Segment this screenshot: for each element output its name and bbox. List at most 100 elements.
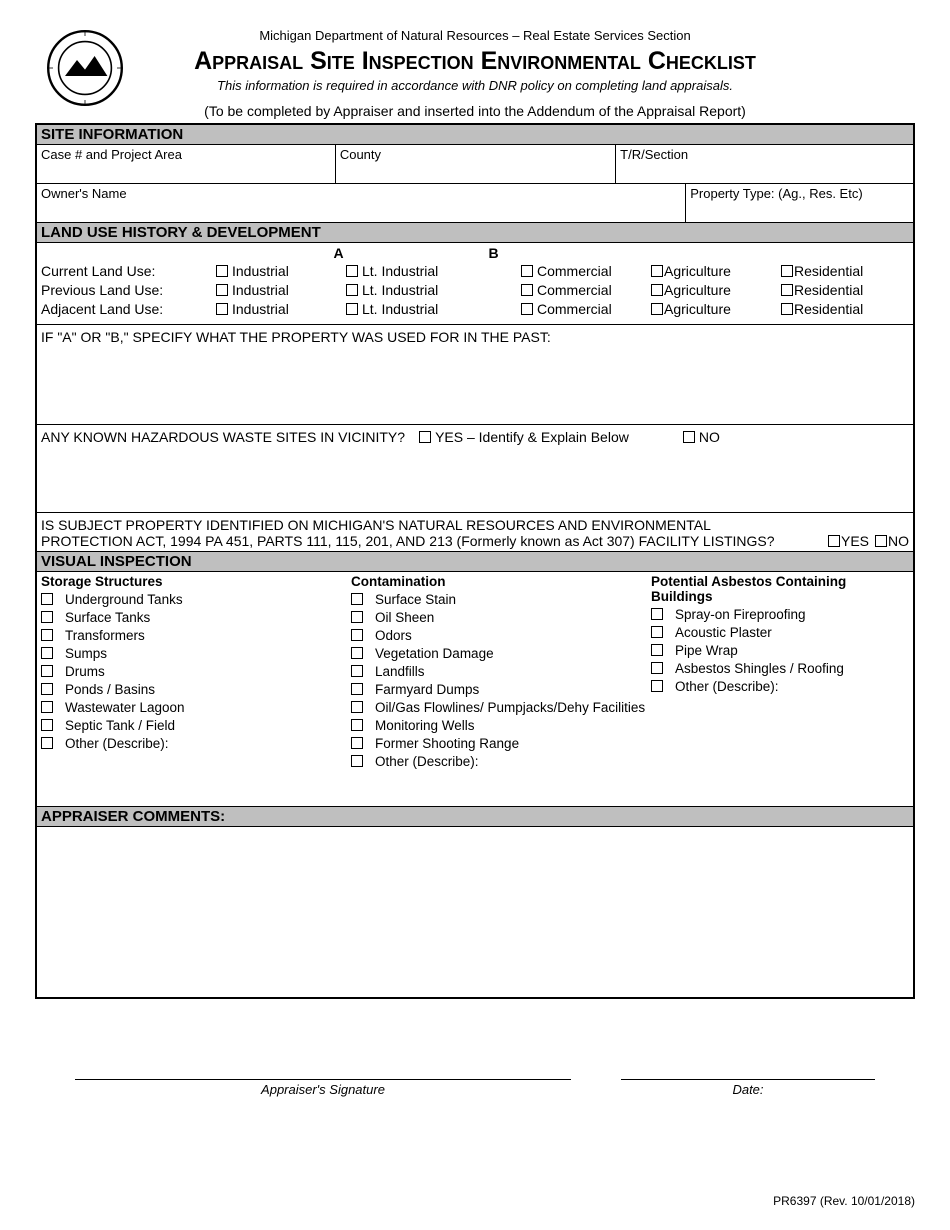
contamination-checkbox[interactable] [351,701,363,713]
industrial-label: Industrial [232,263,289,279]
commercial-checkbox[interactable] [521,284,533,296]
storage-structures-heading: Storage Structures [41,574,351,589]
land-use-row-label: Previous Land Use: [41,282,216,298]
storage-checkbox[interactable] [41,719,53,731]
land-use-row-label: Adjacent Land Use: [41,301,216,317]
contamination-label: Odors [375,628,412,643]
contamination-checkbox[interactable] [351,719,363,731]
asbestos-label: Asbestos Shingles / Roofing [675,661,844,676]
subtitle: This information is required in accordan… [35,78,915,93]
contamination-checkbox[interactable] [351,629,363,641]
owner-name-field[interactable]: Owner's Name [37,184,685,222]
storage-label: Underground Tanks [65,592,183,607]
storage-checkbox[interactable] [41,665,53,677]
lt-industrial-checkbox[interactable] [346,284,358,296]
storage-label: Drums [65,664,105,679]
agriculture-checkbox[interactable] [651,303,663,315]
lt-industrial-label: Lt. Industrial [362,282,438,298]
visual-inspection-heading: VISUAL INSPECTION [37,552,913,572]
lt-industrial-checkbox[interactable] [346,265,358,277]
asbestos-checkbox[interactable] [651,680,663,692]
asbestos-label: Pipe Wrap [675,643,738,658]
asbestos-label: Spray-on Fireproofing [675,607,806,622]
storage-checkbox[interactable] [41,593,53,605]
commercial-label: Commercial [537,263,612,279]
storage-item: Septic Tank / Field [41,716,351,734]
storage-label: Other (Describe): [65,736,169,751]
commercial-label: Commercial [537,301,612,317]
case-project-field[interactable]: Case # and Project Area [37,145,335,183]
contamination-checkbox[interactable] [351,647,363,659]
listings-no-checkbox[interactable] [875,535,887,547]
storage-checkbox[interactable] [41,701,53,713]
storage-item: Sumps [41,644,351,662]
residential-label: Residential [794,263,863,279]
residential-checkbox[interactable] [781,265,793,277]
land-use-heading: LAND USE HISTORY & DEVELOPMENT [37,223,913,243]
agriculture-label: Agriculture [664,301,731,317]
appraiser-signature-line[interactable]: Appraiser's Signature [75,1079,571,1097]
property-type-field[interactable]: Property Type: (Ag., Res. Etc) [685,184,913,222]
storage-item: Surface Tanks [41,608,351,626]
contamination-checkbox[interactable] [351,683,363,695]
storage-checkbox[interactable] [41,611,53,623]
contamination-checkbox[interactable] [351,665,363,677]
trsection-field[interactable]: T/R/Section [615,145,913,183]
listings-yes-checkbox[interactable] [828,535,840,547]
svg-text:DNR: DNR [76,79,94,88]
contamination-label: Former Shooting Range [375,736,519,751]
appraiser-comments-heading: APPRAISER COMMENTS: [37,807,913,827]
land-use-row: Previous Land Use: Industrial Lt. Industri… [41,280,909,299]
hazard-no-checkbox[interactable] [683,431,695,443]
contamination-checkbox[interactable] [351,737,363,749]
contamination-item: Oil/Gas Flowlines/ Pumpjacks/Dehy Facili… [351,698,651,716]
agriculture-checkbox[interactable] [651,284,663,296]
visual-inspection-block: Storage Structures Underground TanksSurf… [37,572,913,807]
asbestos-checkbox[interactable] [651,608,663,620]
land-use-row-label: Current Land Use: [41,263,216,279]
contamination-checkbox[interactable] [351,611,363,623]
county-field[interactable]: County [335,145,615,183]
hazard-yes-checkbox[interactable] [419,431,431,443]
commercial-checkbox[interactable] [521,303,533,315]
department-line: Michigan Department of Natural Resources… [35,28,915,43]
industrial-checkbox[interactable] [216,265,228,277]
hazardous-waste-field[interactable]: ANY KNOWN HAZARDOUS WASTE SITES IN VICIN… [37,425,913,513]
storage-checkbox[interactable] [41,683,53,695]
contamination-label: Farmyard Dumps [375,682,479,697]
lt-industrial-checkbox[interactable] [346,303,358,315]
column-a-label: A [261,245,416,261]
column-b-label: B [416,245,571,261]
storage-item: Drums [41,662,351,680]
residential-checkbox[interactable] [781,284,793,296]
residential-checkbox[interactable] [781,303,793,315]
specify-past-use-field[interactable]: IF "A" OR "B," SPECIFY WHAT THE PROPERTY… [37,325,913,425]
storage-checkbox[interactable] [41,647,53,659]
industrial-checkbox[interactable] [216,284,228,296]
residential-label: Residential [794,282,863,298]
listings-line2: PROTECTION ACT, 1994 PA 451, PARTS 111, … [41,533,909,549]
agriculture-checkbox[interactable] [651,265,663,277]
specify-prompt: IF "A" OR "B," SPECIFY WHAT THE PROPERTY… [41,329,551,345]
contamination-checkbox[interactable] [351,593,363,605]
asbestos-checkbox[interactable] [651,662,663,674]
storage-label: Ponds / Basins [65,682,155,697]
contamination-item: Vegetation Damage [351,644,651,662]
date-line[interactable]: Date: [621,1079,875,1097]
contamination-heading: Contamination [351,574,651,589]
hazard-prompt: ANY KNOWN HAZARDOUS WASTE SITES IN VICIN… [41,429,405,445]
commercial-checkbox[interactable] [521,265,533,277]
industrial-checkbox[interactable] [216,303,228,315]
storage-checkbox[interactable] [41,737,53,749]
contamination-label: Oil/Gas Flowlines/ Pumpjacks/Dehy Facili… [375,700,645,715]
dnr-seal-icon: DNR [45,28,125,108]
asbestos-item: Pipe Wrap [651,641,909,659]
storage-checkbox[interactable] [41,629,53,641]
storage-label: Septic Tank / Field [65,718,175,733]
contamination-checkbox[interactable] [351,755,363,767]
asbestos-checkbox[interactable] [651,644,663,656]
asbestos-checkbox[interactable] [651,626,663,638]
storage-item: Transformers [41,626,351,644]
appraiser-comments-field[interactable] [37,827,913,997]
industrial-label: Industrial [232,282,289,298]
